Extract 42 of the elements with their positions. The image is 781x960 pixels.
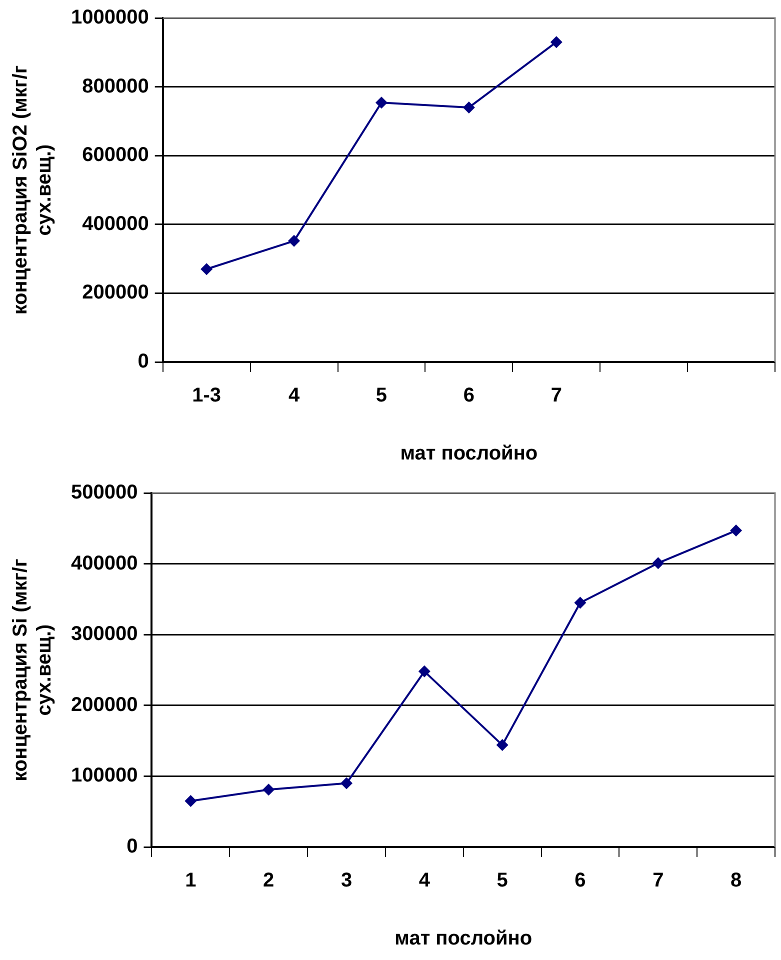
x-tick-label: 4 bbox=[418, 870, 431, 892]
point bbox=[375, 96, 388, 109]
point bbox=[496, 739, 508, 752]
y-tick-label: 200000 bbox=[82, 282, 149, 304]
y-tick-label: 100000 bbox=[70, 764, 138, 787]
x-tick-label: 1 bbox=[185, 870, 196, 892]
y-tick-label: 400000 bbox=[82, 212, 149, 235]
x-axis-title: мат послойно bbox=[400, 442, 538, 465]
y-tick-label: 400000 bbox=[70, 552, 138, 574]
y-tick-label: 0 bbox=[126, 836, 138, 858]
y-tick-label: 600000 bbox=[82, 144, 149, 166]
x-tick-label: 7 bbox=[550, 384, 562, 407]
x-tick-label: 3 bbox=[340, 870, 352, 892]
y-tick-label: 800000 bbox=[82, 75, 149, 98]
x-tick-label: 8 bbox=[730, 870, 742, 892]
point bbox=[262, 784, 275, 796]
x-tick-label: 2 bbox=[263, 870, 274, 892]
point bbox=[184, 794, 197, 807]
y-tick-label: 500000 bbox=[70, 482, 138, 504]
y-tick-label: 200000 bbox=[70, 694, 138, 716]
x-tick-label: 6 bbox=[463, 384, 474, 407]
point bbox=[652, 557, 664, 570]
y-tick-label: 300000 bbox=[70, 623, 138, 646]
x-tick-label: 5 bbox=[376, 384, 388, 407]
point bbox=[288, 234, 300, 247]
y-tick-label: 0 bbox=[138, 350, 149, 373]
x-axis-title: мат послойно bbox=[394, 928, 532, 950]
point bbox=[574, 596, 586, 609]
x-tick-label: 1-3 bbox=[192, 384, 222, 407]
y-axis-title: концентрация SiO2 (мкг/г сух.вещ.) bbox=[10, 65, 56, 315]
x-tick-label: 6 bbox=[574, 870, 586, 892]
point bbox=[418, 665, 430, 678]
point bbox=[550, 36, 562, 48]
point bbox=[462, 101, 475, 114]
y-axis-title: концентрация Si (мкг/г сух.вещ.) bbox=[10, 558, 56, 782]
point bbox=[340, 777, 353, 790]
point bbox=[200, 263, 213, 276]
x-tick-label: 4 bbox=[288, 384, 300, 407]
point bbox=[730, 524, 742, 537]
y-tick-label: 1000000 bbox=[70, 6, 149, 29]
x-tick-label: 7 bbox=[652, 870, 664, 892]
x-tick-label: 5 bbox=[496, 870, 508, 892]
